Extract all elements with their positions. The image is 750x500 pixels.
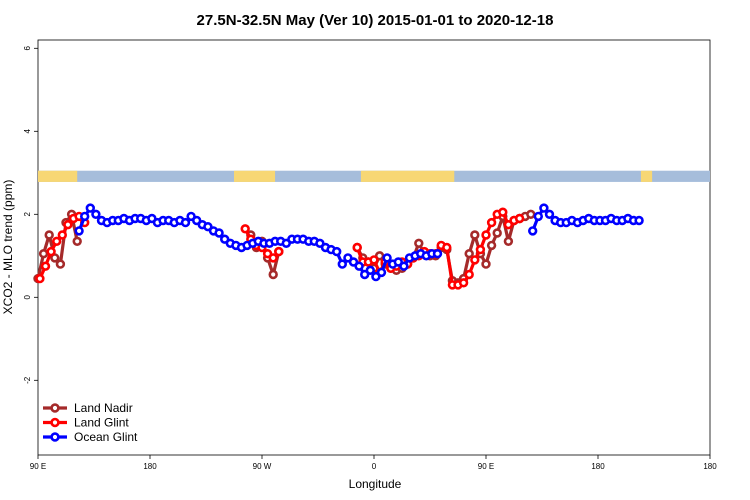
data-point bbox=[72, 236, 82, 247]
data-point bbox=[332, 246, 342, 257]
data-point bbox=[486, 240, 497, 251]
x-axis: 90 E 180 90 W 0 90 E 180 180 bbox=[30, 455, 717, 471]
series-ocean-glint bbox=[74, 203, 644, 282]
data-point bbox=[268, 253, 278, 263]
y-tick-label: 0 bbox=[23, 295, 32, 300]
data-point bbox=[514, 213, 525, 224]
data-point bbox=[470, 230, 480, 240]
y-axis: -2 0 2 4 6 bbox=[23, 46, 38, 384]
data-point bbox=[539, 203, 549, 213]
y-tick-label: 4 bbox=[23, 129, 32, 134]
data-point bbox=[40, 261, 51, 271]
data-point bbox=[442, 242, 452, 253]
y-tick-label: -2 bbox=[23, 376, 32, 384]
y-tick-label: 2 bbox=[23, 212, 32, 217]
land-band-segment bbox=[640, 170, 653, 182]
x-tick-label: 180 bbox=[703, 462, 717, 471]
x-tick-label: 90 W bbox=[253, 462, 272, 471]
data-point bbox=[544, 209, 555, 220]
data-point bbox=[46, 246, 56, 257]
data-point bbox=[240, 224, 250, 234]
chart-title: 27.5N-32.5N May (Ver 10) 2015-01-01 to 2… bbox=[197, 12, 554, 29]
legend-item: Land Glint bbox=[43, 416, 129, 430]
data-point bbox=[470, 255, 480, 265]
data-point bbox=[481, 259, 491, 269]
data-point bbox=[214, 228, 224, 238]
series-layer bbox=[33, 203, 644, 290]
data-point bbox=[63, 220, 73, 230]
data-point bbox=[475, 244, 486, 255]
land-ocean-band bbox=[38, 170, 710, 182]
data-point bbox=[503, 236, 514, 247]
data-point bbox=[458, 278, 469, 288]
data-point bbox=[464, 249, 474, 259]
data-point bbox=[399, 261, 409, 271]
x-tick-label: 180 bbox=[591, 462, 605, 471]
legend-marker bbox=[50, 403, 60, 413]
data-point bbox=[414, 238, 424, 249]
data-point bbox=[486, 217, 497, 228]
x-tick-label: 90 E bbox=[478, 462, 494, 471]
legend-marker bbox=[50, 417, 60, 428]
data-point bbox=[268, 269, 278, 280]
x-tick-label: 180 bbox=[143, 462, 157, 471]
data-point bbox=[464, 269, 474, 280]
land-band-segment bbox=[38, 170, 78, 182]
data-point bbox=[55, 259, 66, 269]
legend-marker bbox=[50, 432, 60, 442]
legend-label: Land Nadir bbox=[74, 401, 133, 415]
x-axis-label: Longitude bbox=[349, 477, 402, 491]
legend-item: Land Nadir bbox=[43, 401, 133, 415]
data-point bbox=[365, 265, 375, 275]
land-band-segment bbox=[360, 170, 455, 182]
data-point bbox=[634, 215, 644, 226]
data-point bbox=[180, 217, 191, 228]
data-point bbox=[79, 211, 90, 222]
x-tick-label: 90 E bbox=[30, 462, 46, 471]
data-point bbox=[44, 230, 54, 240]
data-point bbox=[492, 228, 502, 238]
data-point bbox=[274, 246, 284, 257]
data-point bbox=[481, 230, 491, 240]
land-band-segment bbox=[234, 170, 276, 182]
data-point bbox=[85, 203, 96, 213]
legend-item: Ocean Glint bbox=[43, 430, 138, 444]
legend-label: Ocean Glint bbox=[74, 430, 138, 444]
data-point bbox=[38, 249, 49, 259]
x-tick-label: 0 bbox=[372, 462, 377, 471]
data-point bbox=[432, 249, 443, 259]
plot-frame bbox=[37, 39, 711, 456]
data-point bbox=[533, 211, 543, 222]
data-point bbox=[354, 261, 364, 271]
y-axis-label: XCO2 - MLO trend (ppm) bbox=[1, 180, 15, 315]
data-point bbox=[369, 255, 379, 265]
data-point bbox=[337, 259, 347, 269]
data-point bbox=[376, 267, 387, 278]
data-point bbox=[91, 209, 101, 220]
data-point bbox=[74, 226, 84, 236]
data-point bbox=[352, 242, 362, 253]
data-point bbox=[527, 226, 538, 236]
data-point bbox=[498, 207, 508, 217]
data-point bbox=[382, 253, 392, 263]
legend-label: Land Glint bbox=[74, 416, 129, 430]
data-point bbox=[526, 209, 536, 220]
y-tick-label: 6 bbox=[23, 46, 32, 51]
data-point bbox=[51, 236, 62, 247]
data-point bbox=[35, 273, 45, 284]
data-point bbox=[57, 230, 67, 240]
data-point bbox=[50, 253, 60, 263]
